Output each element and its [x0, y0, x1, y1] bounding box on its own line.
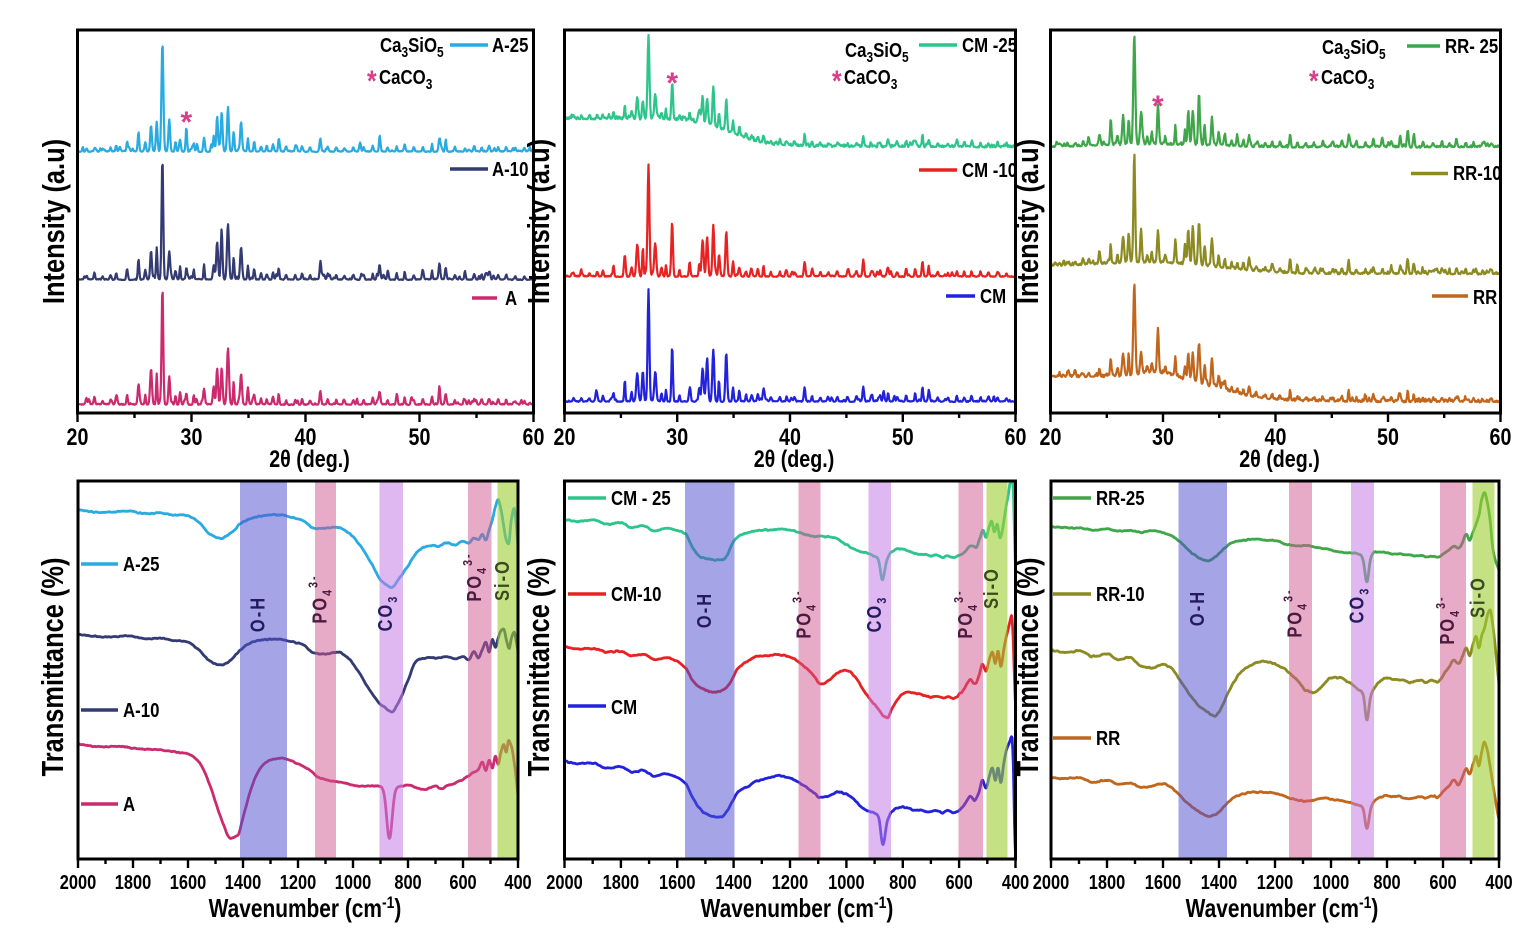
svg-text:Transmittance (%): Transmittance (%) [1011, 558, 1046, 777]
svg-text:1000: 1000 [1313, 870, 1349, 893]
svg-text:A: A [505, 286, 518, 309]
svg-text:Ca3SiO5: Ca3SiO5 [1322, 35, 1386, 62]
svg-text:Ca3SiO5: Ca3SiO5 [380, 33, 444, 60]
svg-text:2000: 2000 [60, 870, 96, 893]
svg-text:Intensity (a.u): Intensity (a.u) [1011, 139, 1046, 304]
svg-text:50: 50 [1377, 423, 1399, 450]
svg-text:*CaCO3: * CaCO3 [1309, 64, 1374, 98]
svg-text:1000: 1000 [828, 870, 864, 893]
svg-text:*: * [1152, 90, 1164, 123]
svg-text:Intensity (a.u): Intensity (a.u) [37, 139, 72, 304]
svg-text:Wavenumber (cm-1): Wavenumber (cm-1) [701, 894, 894, 923]
svg-text:30: 30 [181, 423, 203, 450]
svg-text:O-H: O-H [692, 592, 715, 628]
svg-text:RR-10: RR-10 [1096, 582, 1145, 605]
svg-text:1400: 1400 [225, 870, 261, 893]
svg-text:40: 40 [779, 423, 801, 450]
svg-text:Intensity (a.u): Intensity (a.u) [522, 139, 557, 304]
svg-text:1600: 1600 [659, 870, 695, 893]
svg-text:60: 60 [1490, 423, 1512, 450]
svg-text:2000: 2000 [1033, 870, 1069, 893]
svg-text:800: 800 [1373, 870, 1400, 893]
svg-text:CM: CM [611, 695, 637, 718]
svg-text:20: 20 [1040, 423, 1062, 450]
svg-text:1400: 1400 [715, 870, 751, 893]
svg-text:40: 40 [1265, 423, 1287, 450]
svg-text:400: 400 [1485, 870, 1512, 893]
svg-text:1800: 1800 [603, 870, 639, 893]
svg-text:400: 400 [504, 870, 531, 893]
svg-text:2θ (deg.): 2θ (deg.) [269, 445, 350, 472]
svg-text:600: 600 [1429, 870, 1456, 893]
svg-text:400: 400 [1002, 870, 1029, 893]
svg-text:*: * [181, 106, 193, 139]
svg-text:1200: 1200 [280, 870, 316, 893]
svg-text:CM -25: CM -25 [962, 33, 1017, 56]
svg-text:Transmittance (%): Transmittance (%) [36, 558, 71, 777]
svg-text:Wavenumber (cm-1): Wavenumber (cm-1) [1186, 894, 1379, 923]
svg-text:A: A [123, 792, 136, 815]
svg-text:Si-O: Si-O [490, 559, 513, 601]
svg-text:A-10: A-10 [492, 157, 528, 180]
svg-text:1200: 1200 [1257, 870, 1293, 893]
svg-text:600: 600 [449, 870, 476, 893]
svg-text:CM - 25: CM - 25 [611, 486, 671, 509]
svg-text:20: 20 [554, 423, 576, 450]
svg-text:CM -10: CM -10 [962, 158, 1017, 181]
svg-text:1200: 1200 [772, 870, 808, 893]
svg-text:2000: 2000 [546, 870, 582, 893]
svg-text:Transmittance (%): Transmittance (%) [522, 558, 557, 777]
svg-text:50: 50 [892, 423, 914, 450]
svg-text:Wavenumber (cm-1): Wavenumber (cm-1) [209, 894, 402, 923]
svg-text:A-25: A-25 [123, 552, 159, 575]
svg-text:1800: 1800 [1089, 870, 1125, 893]
svg-text:RR-25: RR-25 [1096, 486, 1145, 509]
svg-text:2θ (deg.): 2θ (deg.) [754, 445, 835, 472]
svg-text:1600: 1600 [170, 870, 206, 893]
svg-text:O-H: O-H [1185, 590, 1208, 626]
svg-text:Ca3SiO5: Ca3SiO5 [845, 38, 909, 65]
svg-text:2θ (deg.): 2θ (deg.) [1239, 445, 1320, 472]
svg-text:800: 800 [889, 870, 916, 893]
svg-text:RR: RR [1096, 726, 1121, 749]
svg-text:60: 60 [523, 423, 545, 450]
svg-text:*CaCO3: * CaCO3 [832, 64, 897, 98]
svg-text:800: 800 [394, 870, 421, 893]
svg-text:600: 600 [945, 870, 972, 893]
svg-text:O-H: O-H [246, 596, 269, 632]
svg-text:1600: 1600 [1145, 870, 1181, 893]
svg-text:1000: 1000 [335, 870, 371, 893]
svg-text:30: 30 [666, 423, 688, 450]
svg-text:1800: 1800 [115, 870, 151, 893]
svg-text:40: 40 [295, 423, 317, 450]
svg-text:60: 60 [1005, 423, 1027, 450]
svg-text:20: 20 [67, 423, 89, 450]
svg-text:Si-O: Si-O [1466, 576, 1489, 618]
svg-text:Si-O: Si-O [979, 567, 1002, 609]
svg-text:CM: CM [980, 284, 1006, 307]
svg-text:RR- 25: RR- 25 [1445, 34, 1498, 57]
svg-text:A-10: A-10 [123, 698, 159, 721]
svg-text:A-25: A-25 [492, 33, 528, 56]
svg-text:*CaCO3: * CaCO3 [367, 64, 432, 98]
svg-text:RR-10: RR-10 [1453, 161, 1502, 184]
svg-text:*: * [666, 67, 678, 100]
svg-text:CM-10: CM-10 [611, 582, 661, 605]
svg-text:30: 30 [1152, 423, 1174, 450]
svg-text:1400: 1400 [1201, 870, 1237, 893]
svg-text:RR: RR [1473, 285, 1498, 308]
svg-text:50: 50 [409, 423, 431, 450]
